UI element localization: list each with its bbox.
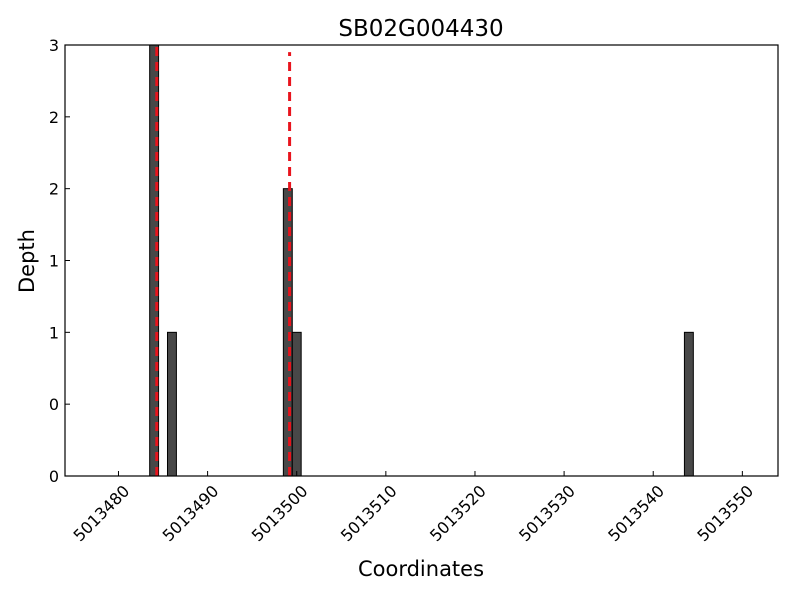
x-tick-label: 5013510: [337, 481, 401, 545]
y-axis-ticks: 0 0 1 1 2 2 3: [49, 36, 70, 486]
y-tick-label: 3: [49, 36, 59, 55]
x-tick-label: 5013490: [159, 481, 223, 545]
x-tick-label: 5013550: [693, 481, 757, 545]
plot-frame: [64, 44, 779, 477]
x-axis-title: Coordinates: [358, 557, 484, 581]
y-tick-label: 0: [49, 467, 59, 486]
x-axis-ticks: 5013480 5013490 5013500 5013510 5013520 50135…: [69, 471, 757, 545]
x-tick-label: 5013530: [515, 481, 579, 545]
x-tick-label: 5013480: [69, 481, 133, 545]
y-tick-label: 2: [49, 180, 59, 199]
x-tick-label: 5013520: [426, 481, 490, 545]
x-tick-label: 5013540: [604, 481, 668, 545]
reference-lines-layer: [155, 45, 292, 476]
bars-layer: [149, 44, 694, 477]
bar-4: [683, 331, 694, 477]
bar-1: [166, 331, 177, 477]
bar-3: [291, 331, 302, 477]
y-tick-label: 2: [49, 108, 59, 127]
chart-title: SB02G004430: [338, 16, 503, 42]
x-tick-label: 5013500: [248, 481, 312, 545]
y-axis-title: Depth: [15, 229, 39, 293]
y-tick-label: 1: [49, 252, 59, 271]
y-tick-label: 0: [49, 395, 59, 414]
y-tick-label: 1: [49, 323, 59, 342]
